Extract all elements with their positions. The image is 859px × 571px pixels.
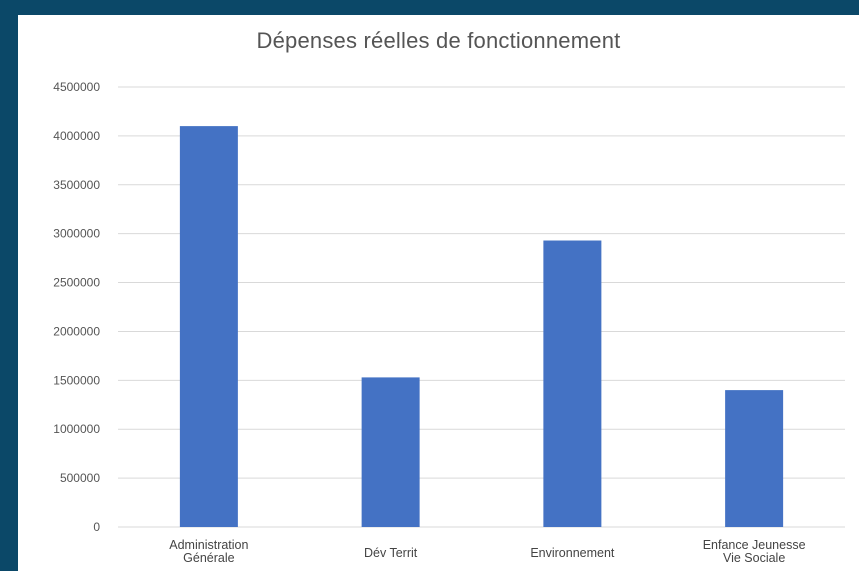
x-tick-label-0: Administration Générale [169, 538, 248, 565]
y-tick-label-3: 1500000 [53, 373, 100, 387]
x-tick-label-2: Environnement [530, 546, 615, 560]
bar-2 [543, 240, 602, 527]
y-tick-label-0: 0 [93, 520, 100, 534]
y-tick-label-4: 2000000 [53, 324, 100, 338]
y-tick-label-5: 2500000 [53, 276, 100, 290]
chart-title: Dépenses réelles de fonctionnement [256, 28, 621, 53]
x-tick-label-3: Enfance Jeunesse Vie Sociale [703, 538, 806, 565]
y-tick-label-8: 4000000 [53, 129, 100, 143]
y-tick-label-9: 4500000 [53, 80, 100, 94]
y-tick-label-1: 500000 [60, 471, 100, 485]
bar-1 [361, 377, 420, 527]
x-tick-label-1: Dév Territ [364, 546, 418, 560]
bar-0 [179, 126, 238, 527]
y-tick-label-2: 1000000 [53, 422, 100, 436]
bar-3 [725, 390, 784, 527]
y-tick-label-6: 3000000 [53, 227, 100, 241]
y-tick-label-7: 3500000 [53, 178, 100, 192]
